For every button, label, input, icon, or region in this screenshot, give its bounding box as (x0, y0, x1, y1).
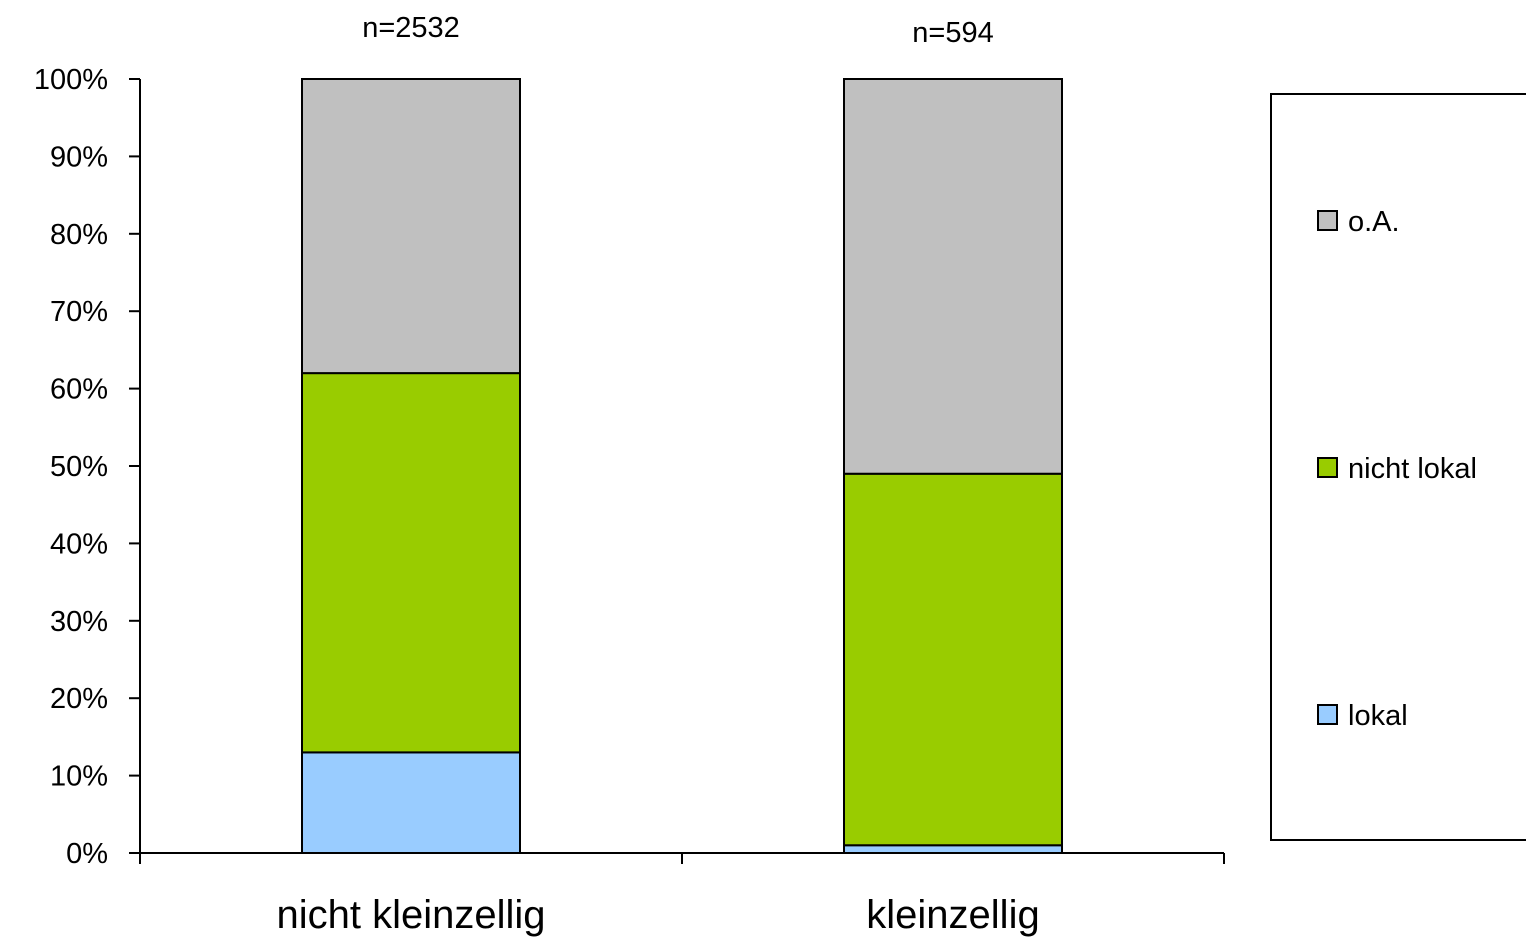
y-tick-label: 0% (66, 838, 108, 870)
y-tick-label: 30% (50, 606, 108, 638)
bar-segment-lokal-1 (301, 751, 521, 855)
sample-size-label: n=2532 (362, 12, 460, 44)
legend-swatch (1317, 704, 1338, 725)
legend-box (1270, 93, 1526, 841)
y-tick-label: 70% (50, 296, 108, 328)
y-tick-label: 40% (50, 528, 108, 560)
y-tick-label: 90% (50, 141, 108, 173)
x-category-label: kleinzellig (866, 893, 1039, 937)
bar-segment-nicht-lokal-2 (843, 472, 1063, 847)
y-tick-label: 60% (50, 374, 108, 406)
bar-segment-nicht-lokal-1 (301, 372, 521, 754)
y-tick-label: 80% (50, 219, 108, 251)
bar-segment-lokal-2 (843, 844, 1063, 855)
x-axis-category-labels: nicht kleinzellig kleinzellig (276, 893, 1039, 937)
sample-size-label: n=594 (912, 17, 993, 49)
plot-bars (301, 78, 1063, 855)
y-tick-label: 10% (50, 761, 108, 793)
y-tick-label: 100% (34, 64, 108, 96)
bar-segment-o-a--2 (843, 78, 1063, 475)
legend-label: nicht lokal (1348, 453, 1477, 485)
legend-label: lokal (1348, 700, 1408, 732)
legend-label: o.A. (1348, 206, 1400, 238)
sample-size-annotations: n=2532 n=594 (362, 12, 994, 49)
y-tick-label: 50% (50, 451, 108, 483)
y-axis-ticks: 0% 10% 20% 30% 40% 50% 60% 70% 80% 90% 100% (34, 64, 140, 870)
y-tick-label: 20% (50, 683, 108, 715)
bar-segment-o-a--1 (301, 78, 521, 375)
legend-swatch (1317, 210, 1338, 231)
legend-swatch (1317, 457, 1338, 478)
legend: o.A. nicht lokal lokal (1270, 93, 1526, 841)
x-category-label: nicht kleinzellig (276, 893, 545, 937)
